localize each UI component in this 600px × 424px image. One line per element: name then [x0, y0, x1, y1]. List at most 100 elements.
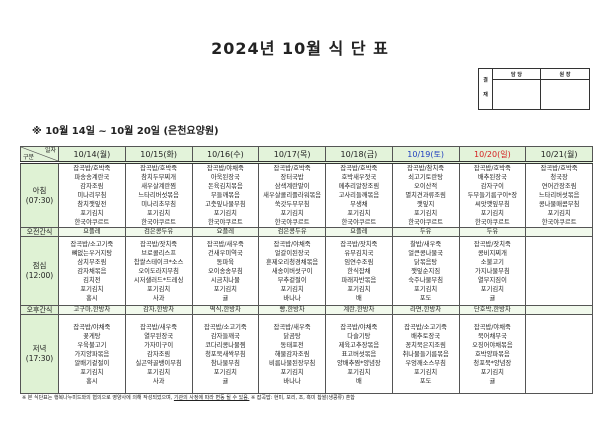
menu-item: 뼈없는우거지탕	[71, 249, 113, 257]
meal-cell: 잡곡밥/잣치죽 콩비지찌개 소불고기 가지나물무침 열무지짐이 포기김치 귤	[458, 236, 527, 306]
menu-item: 배추된장국	[477, 174, 507, 181]
snack-cell: 계란,한방차	[325, 305, 393, 315]
day-header: 10/18(금)	[325, 146, 393, 164]
row-label: 아침 (07:30)	[20, 162, 59, 228]
approval-sign-manager[interactable]	[493, 80, 541, 109]
corner-date-label: 일자	[44, 147, 56, 154]
menu-item: 우엉깨소스무침	[405, 359, 446, 367]
meal-table: 일자 구분 10/14(월) 10/15(화) 10/16(수) 10/17(목) 10…	[20, 146, 593, 394]
row-label-time: (17:30)	[25, 354, 54, 363]
snack-cell: 검은콩두유	[258, 227, 326, 237]
menu-item: 오이산적	[414, 183, 438, 190]
meal-row: 점심 (12:00) 잡곡밥/소고기죽 뼈없는우거지탕 삼치무조림 감자채볶음 김치전 포기김…	[20, 236, 593, 306]
menu-item: 부추겉절이	[277, 276, 307, 284]
menu-item: 포기김치	[347, 368, 371, 376]
menu-item: 삼색계란말이	[274, 183, 310, 190]
menu-item: 잡곡밥/잣치죽	[473, 240, 511, 248]
row-label-name: 저녁	[32, 344, 47, 353]
menu-item: 바나나	[283, 377, 301, 385]
menu-item: 포기김치	[80, 368, 104, 376]
menu-item: 찹쌀스테이크*소스	[133, 258, 184, 266]
menu-item: 새우살콜리플라워볶음	[263, 192, 322, 199]
menu-item: 얼큰콩나물국	[408, 249, 443, 257]
menu-item: 참치두부찌개	[141, 174, 176, 181]
meal-cell: 잡곡밥/새우죽 닭곰탕 동태포전 해물감자조림 비름나물된장무침 포기김치 바나나	[258, 314, 326, 394]
menu-item: 배	[355, 294, 362, 302]
snack-cell: 요플레	[191, 227, 260, 237]
meal-cell: 잡곡밥/야채죽 꽃게탕 우육불고기 가지양파볶음 알배기겉절이 포기김치 홍시	[58, 314, 126, 394]
menu-item: 열무된장국	[144, 332, 174, 340]
menu-item: 참치깻잎전	[77, 201, 107, 208]
meal-cell: 잡곡밥/호박죽 호박새우젓국 메추리알장조림 고사리들깨볶음 무생채 포기김치 한국야쿠르트	[325, 162, 393, 228]
menu-item: 파송송계란국	[74, 174, 110, 181]
row-label-name: 오전간식	[26, 228, 53, 236]
approval-sign-director[interactable]	[541, 80, 589, 109]
menu-item: 포기김치	[280, 285, 304, 293]
menu-item: 느타리버섯볶음	[538, 192, 580, 199]
approval-side-label: 결 재	[479, 69, 493, 109]
menu-item: 귤	[489, 377, 496, 385]
menu-item: 다슬기탕	[347, 332, 371, 340]
meal-cell: 잡곡밥/야채죽 아욱된장국 돈육김치볶음 무들깨볶음 고춧잎나물무침 포기김치 한국야쿠르트	[191, 162, 260, 228]
menu-item: 새우살계란찜	[141, 183, 176, 190]
menu-item: 제육고추장볶음	[338, 341, 380, 349]
menu-item: 한국야쿠르트	[274, 219, 310, 226]
menu-item: 배추토장국	[411, 332, 441, 340]
menu-item: 잡곡밥/소고기죽	[404, 323, 447, 331]
menu-item: 포기김치	[213, 368, 237, 376]
menu-item: 잡곡밥/야채죽	[340, 323, 378, 331]
menu-item: 포기김치	[347, 210, 371, 217]
meal-cell: 잡곡밥/참치죽 쇠고기토란탕 오이산적 멸치견과류조림 깻잎지 포기김치 한국야쿠르트	[391, 162, 460, 228]
menu-item: 한국야쿠르트	[141, 219, 176, 226]
menu-item: 호박새우젓국	[341, 174, 377, 181]
menu-item: 씨앗깻잎무침	[474, 201, 510, 208]
menu-item: 장터국밥	[280, 174, 304, 181]
menu-item: 포기김치	[80, 285, 104, 293]
day-header: 10/14(월)	[58, 146, 126, 164]
menu-item: 청국장	[550, 174, 568, 181]
period-subtitle: ※ 10월 14일 ~ 10월 20일 (은천요양원)	[32, 126, 219, 137]
menu-item: 포도	[419, 377, 432, 385]
menu-item: 귤	[222, 377, 229, 385]
snack-cell: 요플레	[325, 227, 393, 237]
menu-item: 잡곡밥/야채죽	[73, 323, 111, 331]
day-header: 10/15(화)	[124, 146, 193, 164]
page-title: 2024년 10월 식 단 표	[211, 39, 389, 58]
snack-cell: 검은콩두유	[124, 227, 193, 237]
row-label: 점심 (12:00)	[20, 236, 59, 306]
menu-item: 잡곡밥/새우죽	[140, 323, 178, 331]
menu-item: 아욱된장국	[210, 174, 240, 181]
menu-item: 바나나	[283, 294, 301, 302]
menu-item: 임연수조림	[344, 258, 374, 266]
menu-item: 두부들기름구이*장	[467, 192, 518, 199]
menu-item: 잡곡밥/참치죽	[407, 165, 445, 172]
menu-item: 미나리무침	[77, 192, 107, 199]
menu-item: 잡곡밥/호박죽	[340, 165, 378, 172]
meal-row: 저녁 (17:30) 잡곡밥/야채죽 꽃게탕 우육불고기 가지양파볶음 알배기겉절이 포기김치…	[20, 314, 593, 394]
diagonal-line	[21, 147, 58, 161]
snack-row: 오후간식 고구마,한방차 감자,한방차 떡식,한방차 빵,한방차 계란,한방차 라면,한방차…	[20, 305, 593, 315]
menu-item: 꽃게탕	[83, 332, 101, 340]
menu-item: 고춧잎나물무침	[205, 201, 246, 208]
approval-col-director: 원 장	[541, 69, 589, 80]
day-header: 10/19(토)	[391, 146, 460, 164]
row-label-name: 아침	[32, 185, 47, 195]
menu-item: 쑥갓두부무침	[274, 201, 310, 208]
menu-item: 연어간장조림	[541, 183, 577, 190]
row-label-time: (12:00)	[25, 271, 54, 280]
menu-item: 감자조림	[80, 183, 104, 190]
snack-cell: 라면,한방차	[391, 305, 460, 315]
menu-item: 우육불고기	[77, 341, 107, 349]
menu-item: 잡곡밥/호박죽	[273, 165, 311, 172]
menu-item: 얼갈이된장국	[274, 249, 310, 257]
row-label: 오전간식	[20, 227, 59, 237]
footnote-grain: ※ 잡곡밥: 현미, 보리, 조, 흑미 찹쌀(생콩류) 혼합	[251, 395, 355, 401]
snack-cell	[525, 305, 593, 315]
menu-item: 북어채무국	[477, 332, 507, 340]
menu-item: 청포묵*양념장	[473, 359, 512, 367]
menu-item: 한국야쿠르트	[408, 219, 443, 226]
meal-cell: 잡곡밥/새우죽 열무된장국 가자미구이 감자조림 실곤약골뱅이무침 포기김치 사과	[124, 314, 193, 394]
menu-item: 김치전	[83, 276, 101, 284]
menu-item: 한국야쿠르트	[207, 219, 243, 226]
menu-item: 포기김치	[147, 368, 171, 376]
